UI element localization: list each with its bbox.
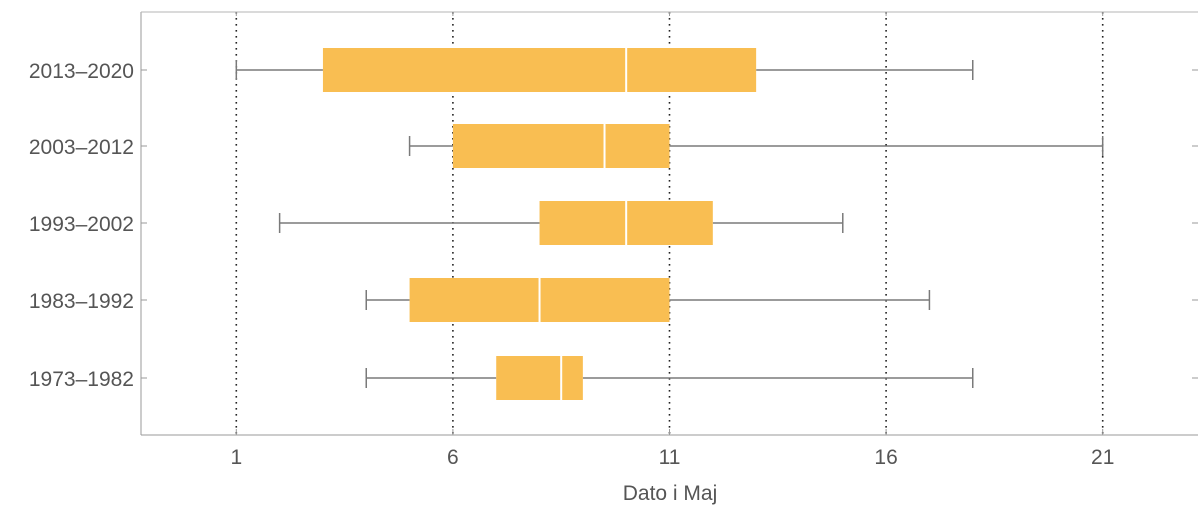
x-tick-label-1: 1 <box>230 446 242 469</box>
y-tick-label-2003–2012: 2003–2012 <box>29 136 134 159</box>
y-tick-label-2013–2020: 2013–2020 <box>29 60 134 83</box>
box-rect-2003–2012 <box>452 124 670 168</box>
boxes-layer <box>235 48 1104 400</box>
y-tick-label-1993–2002: 1993–2002 <box>29 213 134 236</box>
y-tick-label-1973–1982: 1973–1982 <box>29 368 134 391</box>
x-tick-label-6: 6 <box>447 446 459 469</box>
ticks-layer: 1 6 11 16 212013–20202003–20121993–20021983–… <box>29 12 1198 469</box>
x-tick-label-21: 21 <box>1091 446 1114 469</box>
box-1993–2002 <box>278 201 844 245</box>
box-2013–2020 <box>235 48 974 92</box>
x-tick-label-16: 16 <box>874 446 897 469</box>
box-1983–1992 <box>365 278 931 322</box>
box-rect-2013–2020 <box>322 48 757 92</box>
x-tick-label-11: 11 <box>659 446 681 469</box>
box-2003–2012 <box>408 124 1104 168</box>
x-axis-title: Dato i Maj <box>623 482 718 505</box>
y-tick-label-1983–1992: 1983–1992 <box>29 290 134 313</box>
box-1973–1982 <box>365 356 974 400</box>
box-rect-1973–1982 <box>496 356 583 400</box>
